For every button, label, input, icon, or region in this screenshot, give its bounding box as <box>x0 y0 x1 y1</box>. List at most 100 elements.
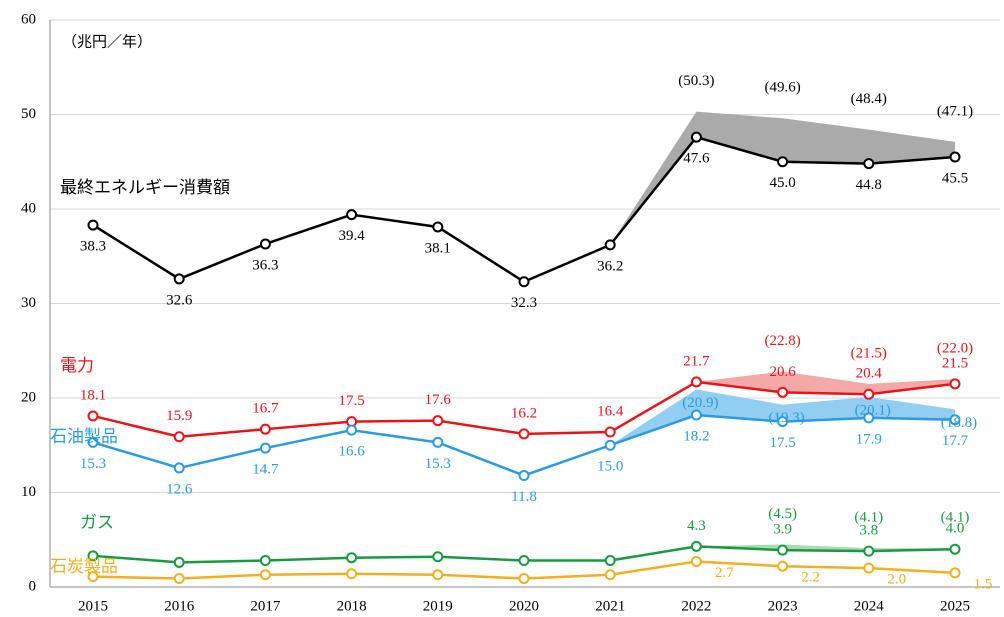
point <box>604 239 616 251</box>
point <box>259 238 271 250</box>
point <box>259 569 271 581</box>
point <box>173 462 185 474</box>
value-label: 17.7 <box>942 433 969 449</box>
value-label: 4.0 <box>946 521 965 537</box>
band <box>696 371 955 395</box>
point <box>863 562 875 574</box>
series-name: 石油製品 <box>50 427 118 447</box>
x-tick-label: 2018 <box>337 598 367 614</box>
point <box>949 567 961 579</box>
point <box>690 540 702 552</box>
value-label: 16.7 <box>252 401 279 417</box>
upper-label: (4.1) <box>941 510 970 526</box>
value-label: 2.7 <box>715 565 734 581</box>
point <box>87 219 99 231</box>
x-tick-label: 2019 <box>423 598 453 614</box>
value-label: 44.8 <box>856 177 882 193</box>
value-label: 45.5 <box>942 170 968 186</box>
value-label: 45.0 <box>769 175 795 191</box>
point <box>690 131 702 143</box>
x-tick-label: 2020 <box>509 598 539 614</box>
upper-label: (22.0) <box>937 341 973 357</box>
point <box>518 572 530 584</box>
point <box>690 376 702 388</box>
x-tick-label: 2015 <box>78 598 108 614</box>
value-label: 15.3 <box>80 456 106 472</box>
point <box>432 415 444 427</box>
value-label: 3.8 <box>859 523 878 539</box>
point <box>173 431 185 443</box>
value-label: 20.4 <box>856 366 883 382</box>
point <box>863 412 875 424</box>
value-label: 47.6 <box>683 151 710 167</box>
value-label: 18.1 <box>80 387 106 403</box>
point <box>518 555 530 567</box>
point <box>777 156 789 168</box>
y-tick-label: 40 <box>21 200 36 216</box>
value-label: 21.7 <box>683 353 710 369</box>
value-label: 15.9 <box>166 408 192 424</box>
series-name: 最終エネルギー消費額 <box>60 178 230 198</box>
value-label: 12.6 <box>166 481 193 497</box>
upper-label: (4.5) <box>768 506 797 522</box>
point <box>863 388 875 400</box>
point <box>346 552 358 564</box>
value-label: 17.9 <box>856 431 882 447</box>
point <box>432 436 444 448</box>
value-label: 39.4 <box>338 228 365 244</box>
point <box>949 543 961 555</box>
point <box>432 551 444 563</box>
point <box>173 572 185 584</box>
value-label: 32.6 <box>166 292 193 308</box>
point <box>346 424 358 436</box>
value-label: 14.7 <box>252 462 279 478</box>
y-tick-label: 20 <box>21 389 36 405</box>
value-label: 17.5 <box>769 435 795 451</box>
point <box>949 414 961 426</box>
point <box>346 209 358 221</box>
labels: 38.3 32.6 36.3 39.4 38.1 32.3 36.2 47.6 (50.3) 45… <box>50 73 992 592</box>
value-label: 17.6 <box>425 392 452 408</box>
value-label: 20.6 <box>769 364 796 380</box>
value-label: 2.0 <box>887 572 906 588</box>
point <box>863 158 875 170</box>
value-label: 36.3 <box>252 257 278 273</box>
point <box>863 545 875 557</box>
upper-label: (48.4) <box>851 91 887 107</box>
value-label: 15.3 <box>425 456 451 472</box>
upper-label: (50.3) <box>678 73 714 89</box>
x-tick-label: 2023 <box>768 598 798 614</box>
point <box>949 151 961 163</box>
point <box>777 560 789 572</box>
value-label: 21.5 <box>942 355 968 371</box>
value-label: 15.0 <box>597 459 623 475</box>
x-tick-label: 2022 <box>681 598 711 614</box>
value-label: 16.4 <box>597 403 624 419</box>
y-tick-label: 30 <box>21 295 36 311</box>
point <box>87 571 99 583</box>
value-label: 16.6 <box>338 444 365 460</box>
value-label: 4.3 <box>687 518 706 534</box>
point <box>604 439 616 451</box>
point <box>87 550 99 562</box>
band <box>610 111 955 245</box>
point <box>604 555 616 567</box>
upper-label: (19.3) <box>768 410 804 426</box>
point <box>518 276 530 288</box>
x-tick-label: 2025 <box>940 598 970 614</box>
upper-label: (4.1) <box>854 510 883 526</box>
value-label: 18.2 <box>683 428 709 444</box>
series-name: 石炭製品 <box>50 557 118 577</box>
point <box>87 410 99 422</box>
upper-label: (21.5) <box>851 345 887 361</box>
point <box>173 273 185 285</box>
point <box>87 436 99 448</box>
series-line <box>92 413 956 477</box>
upper-label: (20.9) <box>682 395 718 411</box>
y-tick-label: 60 <box>21 11 36 27</box>
x-tick-label: 2021 <box>595 598 625 614</box>
y-axis-label: （兆円／年） <box>62 33 152 51</box>
value-label: 38.1 <box>425 240 451 256</box>
value-label: 38.3 <box>80 239 106 255</box>
